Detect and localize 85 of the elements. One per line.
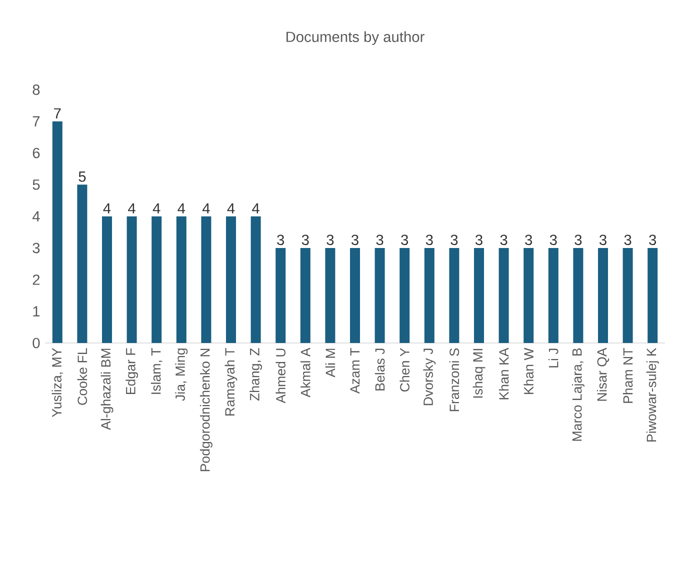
bar <box>400 248 410 343</box>
bar <box>126 216 137 343</box>
x-tick-label: Franzoni S <box>449 348 460 412</box>
bar <box>598 248 608 343</box>
x-tick-label: Zhang, Z <box>250 348 262 401</box>
x-tick-label: Belas J <box>374 348 385 390</box>
data-label: 5 <box>78 172 86 182</box>
data-label: 3 <box>649 234 656 246</box>
x-tick-label: Podgorodnichenko N <box>200 348 212 472</box>
data-label: 3 <box>599 234 606 246</box>
bar <box>250 216 261 343</box>
bar <box>300 248 310 343</box>
bar <box>350 248 360 343</box>
x-tick-label: Yusliza, MY <box>52 348 64 418</box>
bar <box>226 216 236 343</box>
bar <box>102 216 112 343</box>
data-label: 4 <box>252 203 260 214</box>
x-tick-label: Pham NT <box>622 348 633 403</box>
x-tick-label: Ishaq MI <box>472 348 486 398</box>
bar <box>622 248 633 343</box>
bar <box>424 248 434 343</box>
y-tick-label: 8 <box>32 84 40 95</box>
x-tick-label: Khan KA <box>498 348 509 400</box>
data-label: 7 <box>54 108 61 118</box>
x-tick-label: Al-ghazali BM <box>100 348 114 430</box>
data-label: 3 <box>351 234 358 246</box>
bar <box>176 216 186 343</box>
data-label: 3 <box>376 234 384 246</box>
y-tick-label: 5 <box>32 180 40 190</box>
y-tick-label: 1 <box>33 306 40 316</box>
x-tick-label: Islam, T <box>150 348 162 394</box>
y-tick-label: 7 <box>32 116 40 126</box>
bar <box>152 216 162 343</box>
bar <box>474 248 484 343</box>
bar <box>52 121 62 343</box>
data-label: 4 <box>103 203 111 214</box>
y-tick-label: 6 <box>32 148 40 158</box>
chart-title: Documents by author <box>286 31 424 45</box>
bar <box>77 184 88 343</box>
data-label: 3 <box>475 234 482 246</box>
bar <box>498 248 509 343</box>
y-tick-label: 3 <box>32 242 40 254</box>
data-label: 4 <box>128 203 136 214</box>
x-tick-label: Piwowar-sulej K <box>646 348 659 442</box>
x-tick-label: Dvorsky J <box>423 348 436 406</box>
x-tick-label: Jia, Ming <box>175 348 188 401</box>
data-label: 3 <box>550 234 557 246</box>
bar <box>325 248 336 343</box>
data-label: 3 <box>426 234 433 246</box>
data-label: 3 <box>450 234 458 246</box>
bar <box>201 216 212 343</box>
bar <box>276 248 286 343</box>
bar <box>548 248 558 343</box>
y-tick-label: 2 <box>32 274 40 285</box>
data-label: 3 <box>277 234 284 246</box>
data-label: 3 <box>525 234 532 246</box>
bar <box>573 248 584 343</box>
bar <box>524 248 534 343</box>
y-tick-label: 0 <box>32 338 40 348</box>
x-tick-label: Akmal A <box>300 348 310 398</box>
data-label: 4 <box>202 203 210 214</box>
x-tick-label: Khan W <box>524 348 534 394</box>
data-label: 3 <box>326 234 334 246</box>
data-label: 4 <box>152 203 160 214</box>
data-label: 3 <box>401 234 408 246</box>
x-tick-label: Edgar F <box>126 348 138 394</box>
data-label: 3 <box>500 234 508 246</box>
bar <box>449 248 460 343</box>
data-label: 3 <box>574 234 582 246</box>
x-tick-label: Marco Lajara, B <box>572 348 584 441</box>
x-tick-label: Chen Y <box>400 348 410 392</box>
data-label: 4 <box>178 203 186 214</box>
x-tick-label: Ali M <box>325 348 336 378</box>
data-label: 4 <box>227 203 235 214</box>
bar <box>374 248 385 343</box>
bar <box>648 248 658 343</box>
x-tick-label: Nisar QA <box>596 348 610 401</box>
y-tick-label: 4 <box>32 211 40 222</box>
x-tick-label: Li J <box>548 348 558 368</box>
data-label: 3 <box>302 234 309 246</box>
data-label: 3 <box>624 234 632 246</box>
x-tick-label: Cooke FL <box>77 348 88 405</box>
x-tick-label: Azam T <box>350 348 360 394</box>
x-tick-label: Ahmed U <box>276 348 286 404</box>
x-tick-label: Ramayah T <box>224 348 238 416</box>
